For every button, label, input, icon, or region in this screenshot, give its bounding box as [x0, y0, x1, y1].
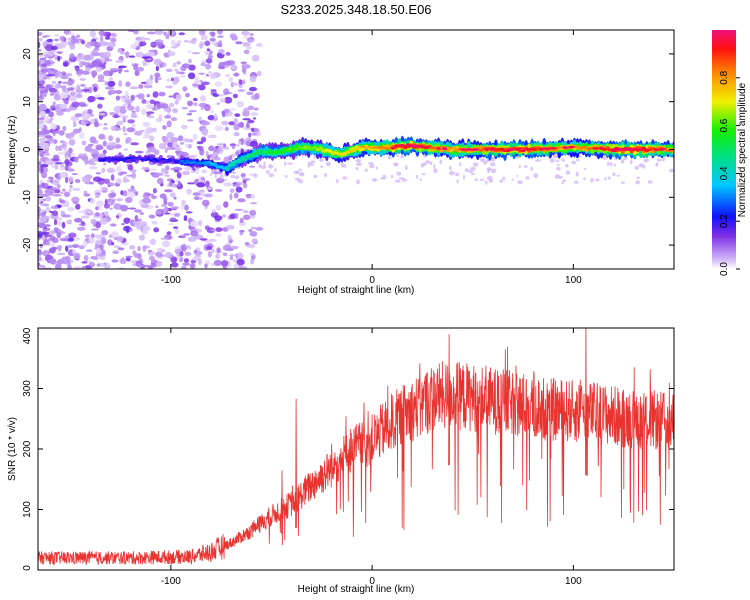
spectrogram-xlabel: Height of straight line (km) — [298, 285, 415, 296]
snr-xtick-label: 100 — [565, 576, 582, 587]
snr-xlabel: Height of straight line (km) — [298, 584, 415, 595]
spectrogram-xtick-label: -100 — [161, 275, 181, 286]
snr-xtick-label: -100 — [161, 576, 181, 587]
colorbar-tick-label: 0.2 — [719, 214, 730, 228]
snr-ytick-label: 300 — [22, 380, 33, 397]
spectrogram-ylabel: Frequency (Hz) — [7, 116, 18, 185]
spectrogram-noise — [38, 30, 674, 269]
colorbar-ticks: 0.0 0.2 0.4 0.6 0.8 — [719, 70, 740, 276]
colorbar: 0.0 0.2 0.4 0.6 0.8 Normalized spectral ampl… — [712, 30, 748, 276]
spectrogram-xtick-label: 0 — [369, 275, 375, 286]
snr-ticks: -100 0 100 0 100 200 300 400 — [22, 327, 674, 587]
snr-series-line — [38, 328, 674, 566]
spectrogram-ytick-label: 20 — [22, 48, 33, 60]
spectrogram-ytick-label: -10 — [22, 190, 33, 205]
snr-xtick-label: 0 — [369, 576, 375, 587]
colorbar-tick-label: 0.8 — [719, 70, 730, 84]
snr-ytick-label: 200 — [22, 440, 33, 457]
spectrogram-ridge — [98, 135, 674, 177]
snr-ytick-label: 0 — [22, 565, 33, 571]
spectrogram-ytick-label: -20 — [22, 237, 33, 252]
colorbar-tick-label: 0.4 — [719, 166, 730, 180]
snr-panel: -100 0 100 0 100 200 300 400 Height of straight… — [7, 327, 675, 595]
spectrogram-ytick-label: 0 — [22, 146, 33, 152]
colorbar-tick-label: 0.0 — [719, 262, 730, 276]
colorbar-gradient — [712, 30, 736, 269]
snr-ytick-label: 400 — [22, 327, 33, 344]
spectrogram-ytick-label: 10 — [22, 96, 33, 108]
snr-ylabel: SNR (10 * v/v) — [7, 417, 18, 481]
colorbar-tick-label: 0.6 — [719, 118, 730, 132]
snr-ytick-label: 100 — [22, 501, 33, 518]
colorbar-label: Normalized spectral amplitude — [737, 82, 748, 217]
chart-title: S233.2025.348.18.50.E06 — [280, 2, 431, 17]
spectrogram-xtick-label: 100 — [565, 275, 582, 286]
